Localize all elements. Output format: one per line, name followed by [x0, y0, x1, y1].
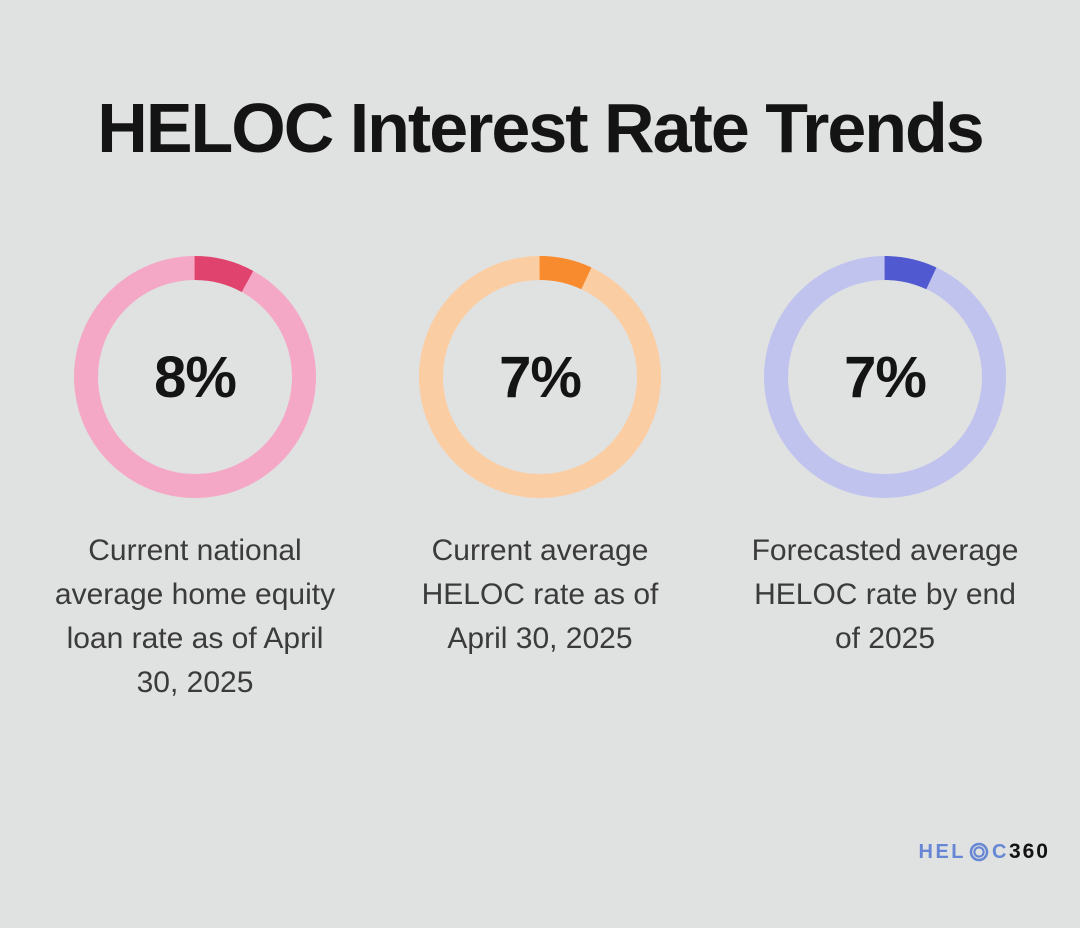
donut-value-label: 8%	[154, 344, 237, 410]
logo-text-360: 360	[1008, 840, 1050, 863]
donut-caption: Current average HELOC rate as of April 3…	[421, 534, 659, 655]
donut-caption: Forecasted average HELOC rate by end of …	[751, 534, 1019, 655]
page-title: HELOC Interest Rate Trends	[97, 89, 984, 167]
donut-caption: Current national average home equity loa…	[54, 534, 336, 699]
donut-ring-svg	[764, 256, 1006, 498]
donut-column-forecast-heloc-rate: 7% Forecasted average HELOC rate by end …	[718, 252, 1052, 705]
donut-chart: 7%	[415, 252, 665, 502]
donut-chart: 8%	[70, 252, 320, 502]
donut-value-label: 7%	[499, 344, 582, 410]
heloc360-logo: HEL C 360	[919, 840, 1051, 864]
spiral-icon	[969, 842, 989, 862]
donut-charts-row: 8% Current national average home equity …	[0, 252, 1080, 705]
donut-ring-svg	[74, 256, 316, 498]
logo-text-c: C	[992, 840, 1009, 863]
donut-column-home-equity-rate: 8% Current national average home equity …	[28, 252, 362, 705]
donut-ring-svg	[419, 256, 661, 498]
donut-column-current-heloc-rate: 7% Current average HELOC rate as of Apri…	[373, 252, 707, 705]
logo-text-hel: HEL	[918, 840, 966, 863]
donut-chart: 7%	[760, 252, 1010, 502]
donut-value-label: 7%	[844, 344, 927, 410]
